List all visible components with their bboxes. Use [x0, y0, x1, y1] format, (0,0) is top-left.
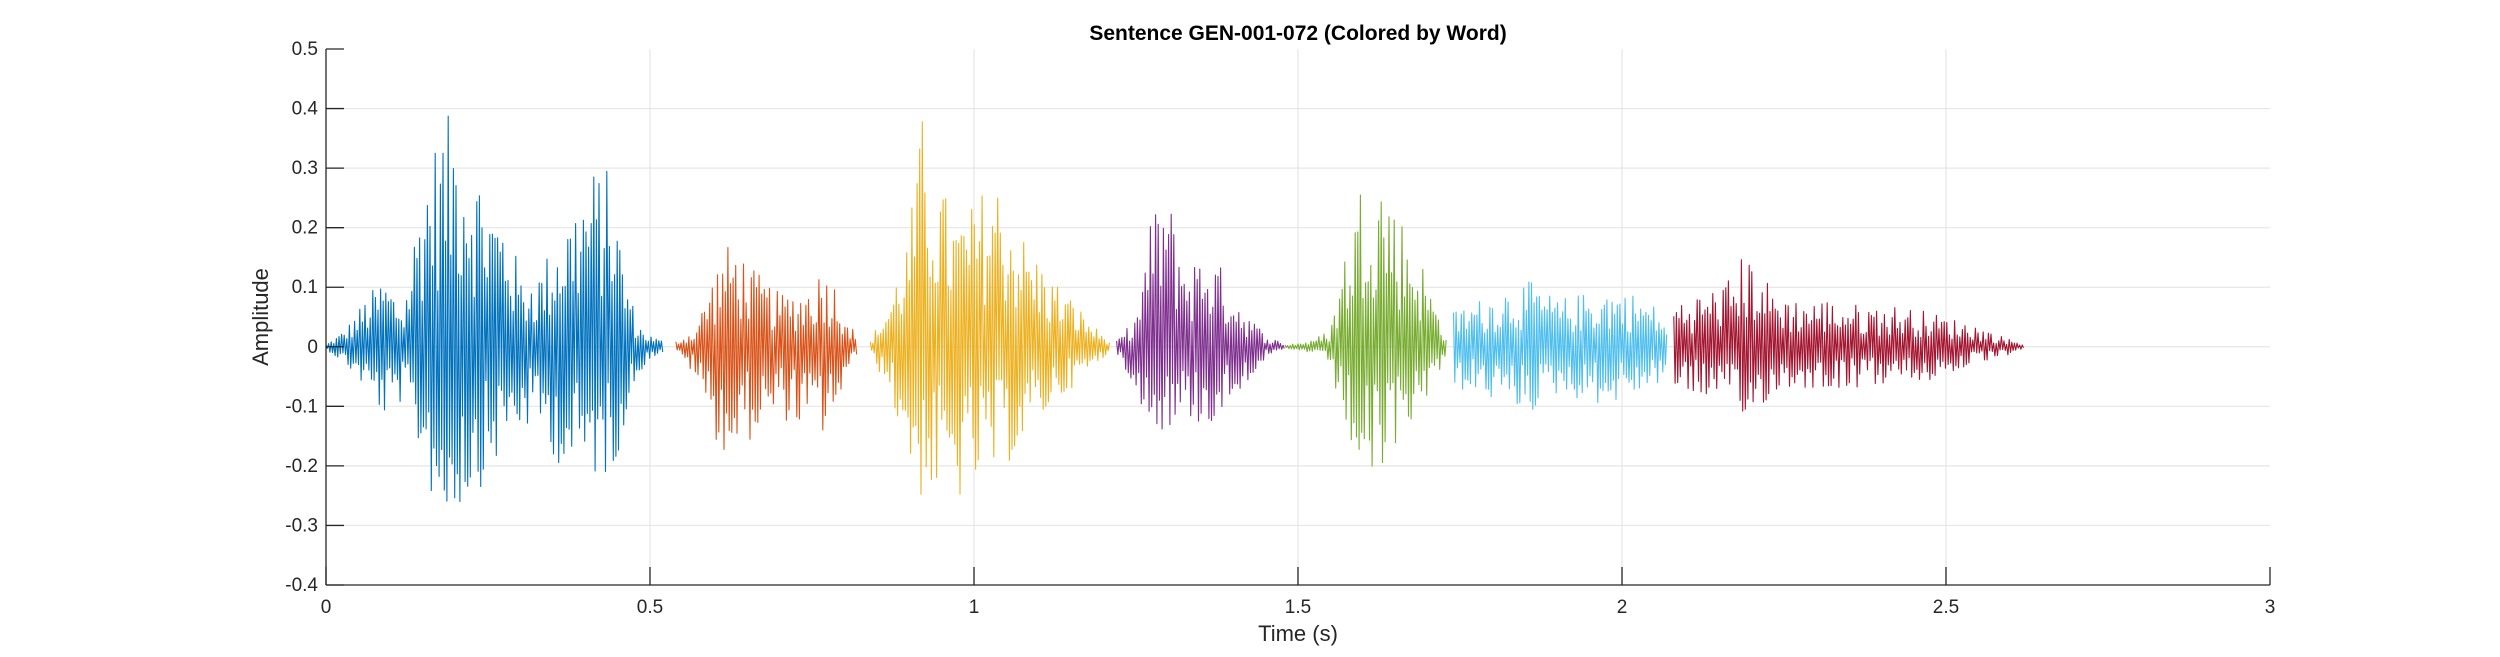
- y-tick-label-8: 0.4: [292, 99, 319, 120]
- x-tick-label-1: 0.5: [637, 597, 663, 618]
- y-tick-label-0: -0.4: [285, 575, 318, 596]
- x-axis-label: Time (s): [1258, 621, 1338, 646]
- waveform-segment-4: [1116, 213, 1285, 430]
- x-tick-label-4: 2: [1617, 597, 1628, 618]
- x-tick-label-0: 0: [321, 597, 332, 618]
- y-tick-label-1: -0.3: [285, 515, 318, 536]
- y-tick-label-5: 0.1: [292, 277, 318, 298]
- x-tick-label-6: 3: [2265, 597, 2276, 618]
- axes-group: [325, 48, 2271, 586]
- x-tick-label-2: 1: [969, 597, 980, 618]
- waveform-segment-2: [675, 247, 858, 450]
- y-tick-label-4: 0: [307, 337, 318, 358]
- y-tick-label-9: 0.5: [292, 39, 318, 60]
- waveform-segment-5: [1284, 194, 1447, 467]
- x-tick-label-3: 1.5: [1285, 597, 1311, 618]
- y-tick-label-3: -0.1: [285, 396, 318, 417]
- x-tick-label-5: 2.5: [1933, 597, 1959, 618]
- grid-lines: [326, 49, 2270, 585]
- y-tick-label-2: -0.2: [285, 456, 318, 477]
- waveform-segment-3: [869, 121, 1111, 495]
- waveform-segment-7: [1673, 259, 2024, 412]
- x-tick-labels: 0 0.5 1 1.5 2 2.5 3: [321, 597, 2276, 618]
- y-tick-label-7: 0.3: [292, 158, 318, 179]
- chart-title: Sentence GEN-001-072 (Colored by Word): [1089, 22, 1506, 45]
- y-tick-label-6: 0.2: [292, 218, 318, 239]
- waveform-series-group: [325, 115, 2024, 503]
- waveform-segment-1: [325, 115, 664, 503]
- y-axis-label: Amplitude: [248, 268, 273, 366]
- y-tick-labels: -0.4 -0.3 -0.2 -0.1 0 0.1 0.2 0.3 0.4 0.5: [285, 39, 318, 596]
- waveform-segment-6: [1452, 281, 1668, 410]
